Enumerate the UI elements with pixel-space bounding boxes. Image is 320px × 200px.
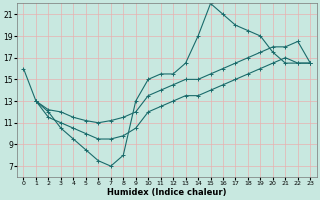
X-axis label: Humidex (Indice chaleur): Humidex (Indice chaleur) bbox=[107, 188, 227, 197]
